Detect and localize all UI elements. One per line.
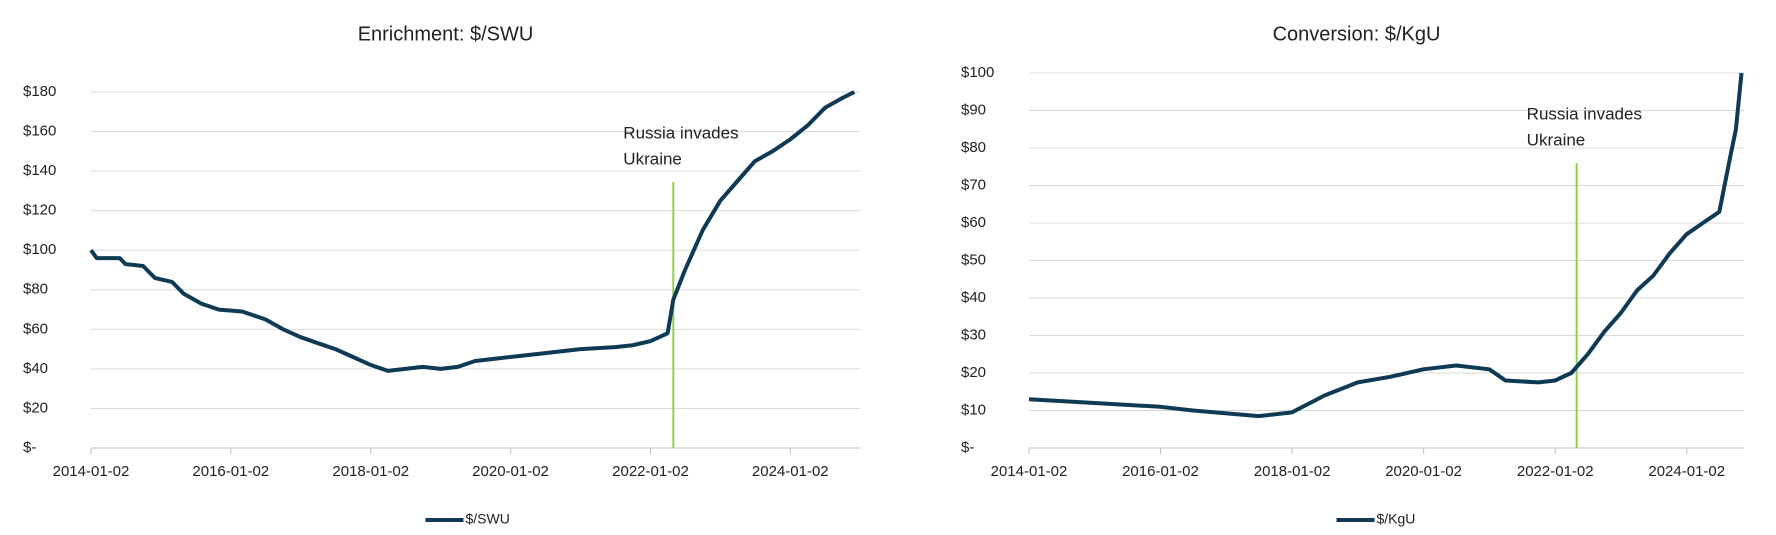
x-tick-label: 2016-01-02 — [1122, 463, 1199, 480]
y-tick-label: $80 — [23, 281, 48, 298]
y-tick-label: $10 — [961, 401, 986, 418]
annotation-text: Ukraine — [1527, 130, 1586, 149]
annotation-text: Russia invades — [623, 123, 738, 142]
y-tick-label: $60 — [23, 320, 48, 337]
x-tick-label: 2018-01-02 — [332, 463, 409, 480]
y-tick-label: $- — [961, 439, 974, 456]
y-tick-label: $20 — [961, 364, 986, 381]
y-tick-label: $100 — [961, 64, 994, 81]
x-tick-label: 2020-01-02 — [1385, 463, 1462, 480]
legend-label: $/KgU — [1377, 511, 1416, 527]
y-tick-label: $120 — [23, 202, 56, 219]
y-tick-label: $140 — [23, 162, 56, 179]
line — [89, 90, 856, 373]
y-tick-label: $70 — [961, 176, 986, 193]
y-tick-label: $100 — [23, 241, 56, 258]
y-tick-label: $50 — [961, 251, 986, 268]
y-tick-label: $180 — [23, 83, 56, 100]
y-tick-label: $20 — [23, 399, 48, 416]
x-tick-label: 2022-01-02 — [1517, 463, 1594, 480]
line — [1028, 72, 1744, 419]
chart-title: Enrichment: $/SWU — [358, 23, 534, 45]
y-tick-label: $40 — [23, 360, 48, 377]
x-tick-label: 2024-01-02 — [1648, 463, 1725, 480]
y-tick-label: $80 — [961, 139, 986, 156]
y-tick-label: $60 — [961, 214, 986, 231]
y-tick-label: $160 — [23, 123, 56, 140]
annotation-text: Russia invades — [1527, 104, 1642, 123]
x-tick-label: 2018-01-02 — [1254, 463, 1331, 480]
y-tick-label: $90 — [961, 101, 986, 118]
x-tick-label: 2016-01-02 — [192, 463, 269, 480]
annotation-text: Ukraine — [623, 149, 682, 168]
y-tick-label: $30 — [961, 326, 986, 343]
x-tick-label: 2014-01-02 — [53, 463, 130, 480]
x-tick-label: 2024-01-02 — [752, 463, 829, 480]
x-tick-label: 2022-01-02 — [612, 463, 689, 480]
y-tick-label: $- — [23, 439, 36, 456]
chart-title: Conversion: $/KgU — [1273, 23, 1441, 45]
y-tick-label: $40 — [961, 289, 986, 306]
x-tick-label: 2020-01-02 — [472, 463, 549, 480]
x-tick-label: 2014-01-02 — [991, 463, 1068, 480]
legend-label: $/SWU — [466, 511, 510, 527]
